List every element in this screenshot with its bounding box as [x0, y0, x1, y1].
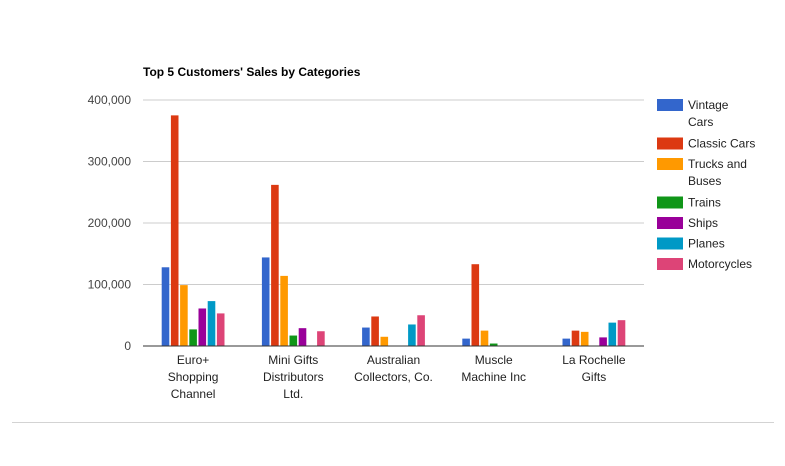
- legend-swatch: [657, 237, 683, 250]
- legend-swatch: [657, 99, 683, 111]
- legend-entry: Trains: [688, 196, 721, 210]
- legend-swatch: [657, 196, 683, 209]
- bar: [216, 313, 225, 346]
- legend-entry: Trucks and Buses: [688, 157, 747, 188]
- chart-title: Top 5 Customers' Sales by Categories: [143, 65, 361, 79]
- legend-entry: Ships: [688, 216, 718, 230]
- y-tick-label: 400,000: [88, 93, 132, 107]
- legend-entry: Classic Cars: [688, 137, 755, 151]
- bar: [580, 331, 589, 346]
- bar: [462, 338, 470, 346]
- x-tick-label: Muscle Machine Inc: [461, 353, 526, 384]
- bar: [571, 330, 580, 346]
- bar: [207, 301, 216, 346]
- legend-entry: Planes: [688, 237, 725, 251]
- y-tick-label: 300,000: [88, 155, 132, 169]
- y-tick-label: 100,000: [88, 278, 132, 292]
- legend-swatch: [657, 137, 683, 150]
- bar: [280, 275, 288, 346]
- bar: [289, 335, 298, 346]
- bar: [198, 308, 207, 346]
- x-axis: Euro+ Shopping Channel Mini Gifts Distributo…: [143, 345, 644, 401]
- bar: [417, 315, 425, 346]
- bar: [371, 316, 379, 346]
- bar: [380, 336, 389, 346]
- bar: [261, 257, 270, 346]
- bar: [161, 267, 170, 346]
- x-tick-label: Euro+ Shopping Channel: [168, 353, 219, 401]
- bar: [562, 338, 571, 346]
- y-tick-label: 0: [124, 339, 131, 353]
- bar: [317, 331, 325, 346]
- bar: [408, 324, 416, 346]
- bars: [161, 115, 626, 346]
- bar: [599, 337, 607, 346]
- legend-entry: Motorcycles: [688, 257, 752, 271]
- y-axis: 0 100,000 200,000 300,000 400,000: [88, 93, 132, 353]
- bottom-divider: [12, 422, 774, 423]
- bar: [170, 115, 179, 346]
- x-tick-label: Mini Gifts Distributors Ltd.: [263, 353, 324, 401]
- bar: [480, 330, 489, 346]
- legend: Vintage Cars Classic Cars Trucks and Buses Tr…: [657, 98, 755, 271]
- bar: [489, 343, 498, 346]
- legend-entry: Vintage Cars: [688, 98, 729, 129]
- bar: [180, 285, 188, 346]
- x-tick-label: La Rochelle Gifts: [562, 353, 626, 384]
- legend-swatch: [657, 158, 683, 170]
- bar: [271, 184, 279, 346]
- x-tick-label: Australian Collectors, Co.: [354, 353, 433, 384]
- gridlines: [143, 99, 644, 285]
- legend-swatch: [657, 258, 683, 270]
- bar: [617, 320, 626, 346]
- bar: [608, 322, 617, 346]
- legend-swatch: [657, 217, 683, 229]
- y-tick-label: 200,000: [88, 216, 132, 230]
- bar: [189, 329, 197, 346]
- bar: [471, 264, 480, 346]
- bar: [362, 327, 370, 346]
- bar: [298, 328, 307, 346]
